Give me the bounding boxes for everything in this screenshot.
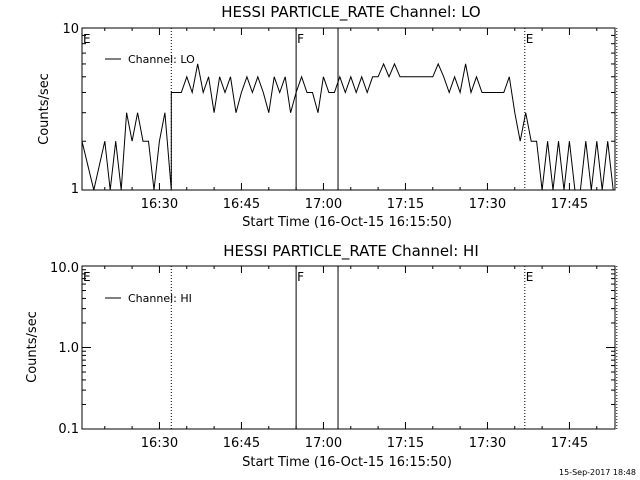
- panel-channel-lo: HESSI PARTICLE_RATE Channel: LO Counts/s…: [37, 3, 618, 230]
- y-tick-label-1: 1: [71, 182, 79, 197]
- x-tick-label: 16:45: [223, 197, 260, 212]
- series-layer: [81, 62, 614, 191]
- plot-frame: [81, 265, 616, 430]
- footer-timestamp: 15-Sep-2017 18:48: [559, 468, 636, 477]
- legend-label: Channel: LO: [128, 53, 195, 66]
- x-axis-label: Start Time (16-Oct-15 16:15:50): [242, 215, 452, 230]
- y-axis-label: Counts/sec: [37, 73, 52, 145]
- x-tick-label: 16:30: [141, 197, 178, 212]
- event-marker-label: E: [526, 270, 534, 284]
- y-tick-label-1: 1.0: [58, 341, 79, 356]
- x-ticks: 16:30 16:45 17:00 17:15 17:30 17:45: [82, 28, 615, 212]
- y-tick-label-10: 10.0: [50, 261, 79, 276]
- x-tick-label: 17:45: [551, 197, 588, 212]
- event-marker-label: E: [526, 32, 534, 46]
- panel-title: HESSI PARTICLE_RATE Channel: HI: [223, 242, 479, 261]
- event-marker-label: E: [83, 32, 91, 46]
- panel-channel-hi: HESSI PARTICLE_RATE Channel: HI Counts/s…: [25, 242, 618, 470]
- x-tick-label: 17:45: [551, 436, 588, 451]
- legend-label: Channel: HI: [128, 292, 192, 305]
- x-ticks: 16:30 16:45 17:00 17:15 17:30 17:45: [82, 266, 615, 451]
- x-tick-label: 17:00: [305, 436, 342, 451]
- x-tick-label: 17:15: [387, 197, 424, 212]
- x-tick-label: 17:30: [469, 197, 506, 212]
- y-tick-label-0.1: 0.1: [58, 422, 79, 437]
- x-axis-label: Start Time (16-Oct-15 16:15:50): [242, 455, 452, 470]
- y-tick-label-10: 10: [62, 22, 79, 37]
- y-axis-label: Counts/sec: [25, 311, 40, 383]
- event-marker-label: E: [83, 270, 91, 284]
- x-tick-label: 17:15: [387, 436, 424, 451]
- series-line-1: [81, 62, 614, 191]
- x-tick-label: 17:30: [469, 436, 506, 451]
- x-tick-label: 17:00: [305, 197, 342, 212]
- event-marker-label: F: [297, 270, 304, 284]
- panel-title: HESSI PARTICLE_RATE Channel: LO: [221, 3, 480, 22]
- event-marker-label: F: [297, 32, 304, 46]
- x-tick-label: 16:30: [141, 436, 178, 451]
- x-tick-label: 16:45: [223, 436, 260, 451]
